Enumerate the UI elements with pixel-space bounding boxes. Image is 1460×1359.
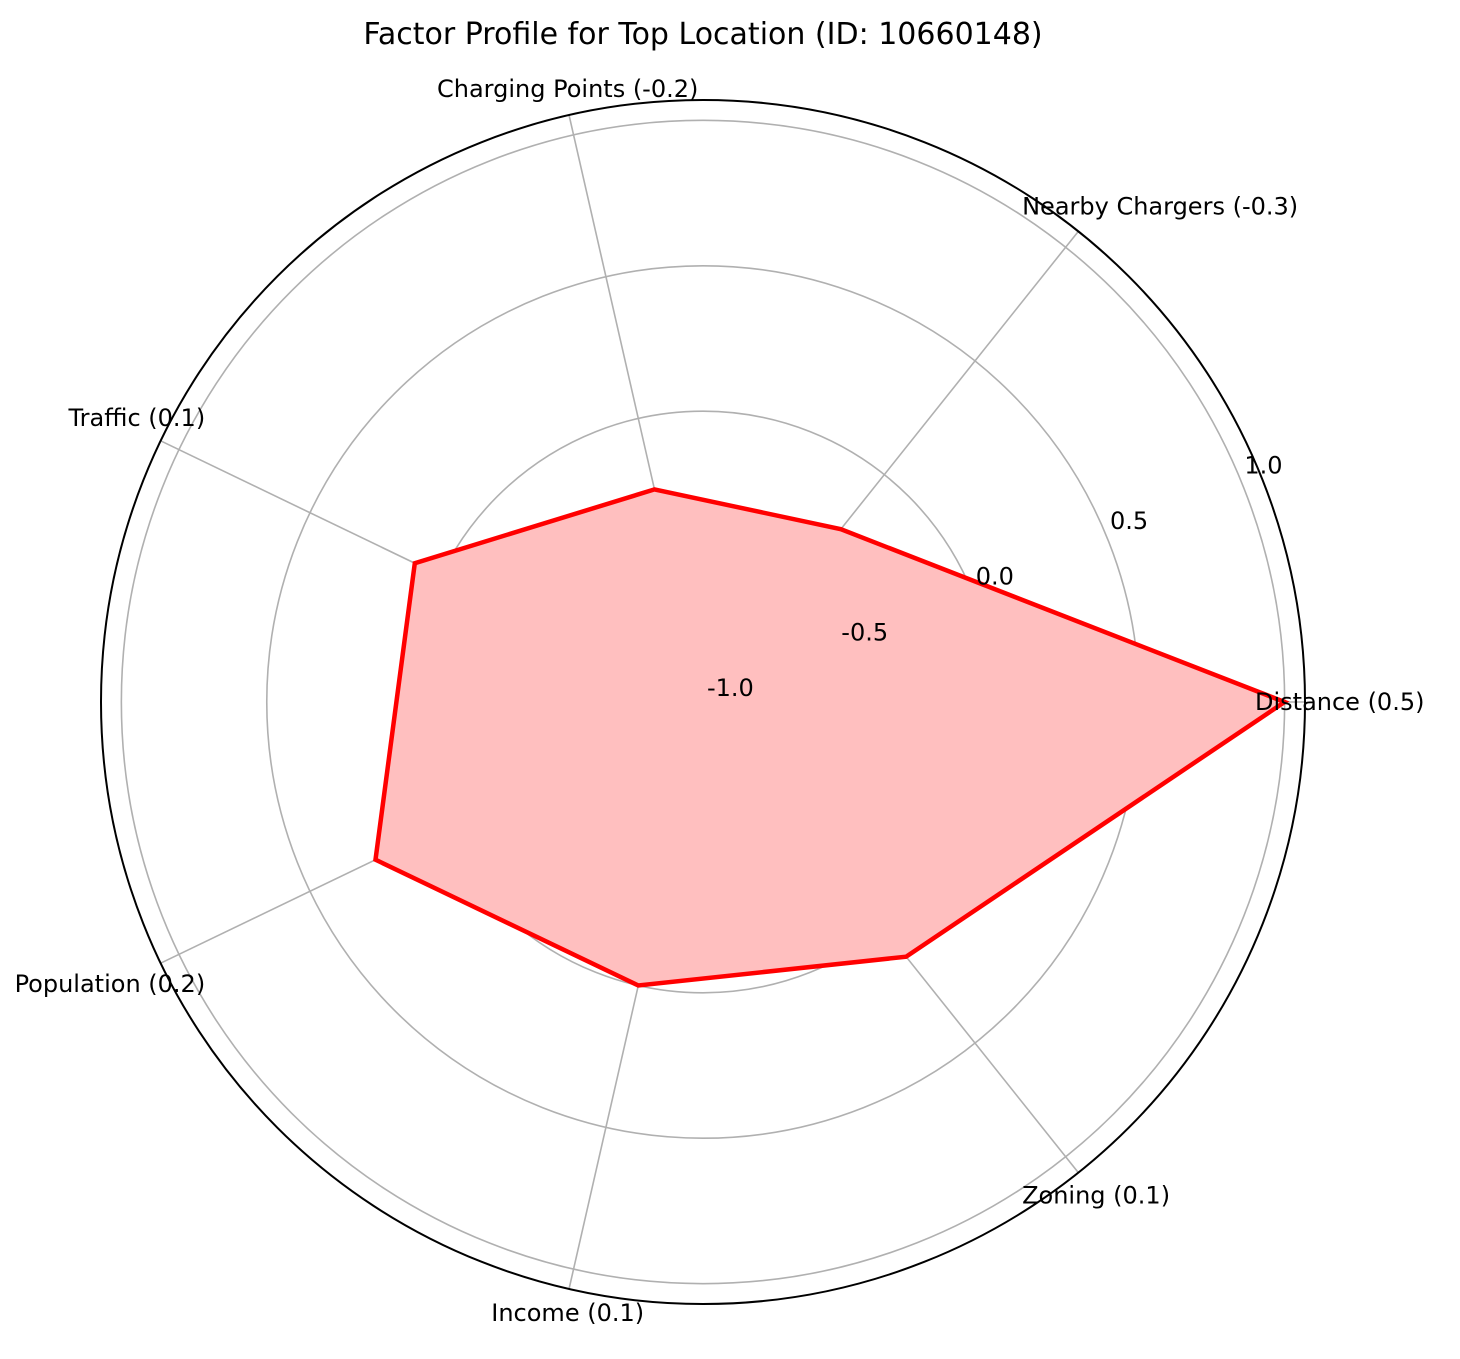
radial-tick-label-3: 0.5: [1110, 507, 1148, 535]
category-label-6: Zoning (0.1): [1022, 1181, 1170, 1209]
radial-tick-label-0: -1.0: [707, 674, 754, 702]
category-label-3: Traffic (0.1): [68, 404, 206, 432]
axis-labels: Distance (0.5) Nearby Chargers (-0.3) Char…: [15, 75, 1425, 1327]
chart-title: Factor Profile for Top Location (ID: 106…: [363, 17, 1042, 52]
category-label-1: Nearby Chargers (-0.3): [1022, 193, 1298, 221]
series-fill-0: [375, 489, 1285, 986]
radial-tick-label-1: -0.5: [841, 618, 888, 646]
series-line-0: [373, 487, 1290, 988]
category-label-2: Charging Points (-0.2): [437, 75, 698, 103]
category-label-0: Distance (0.5): [1255, 688, 1424, 716]
category-label-4: Population (0.2): [15, 970, 206, 998]
radial-tick-label-2: 0.0: [976, 563, 1014, 591]
polar-frame: [100, 99, 1306, 1305]
radial-tick-label-4: 1.0: [1244, 451, 1282, 479]
category-label-5: Income (0.1): [491, 1299, 644, 1327]
data-series: [373, 487, 1290, 988]
